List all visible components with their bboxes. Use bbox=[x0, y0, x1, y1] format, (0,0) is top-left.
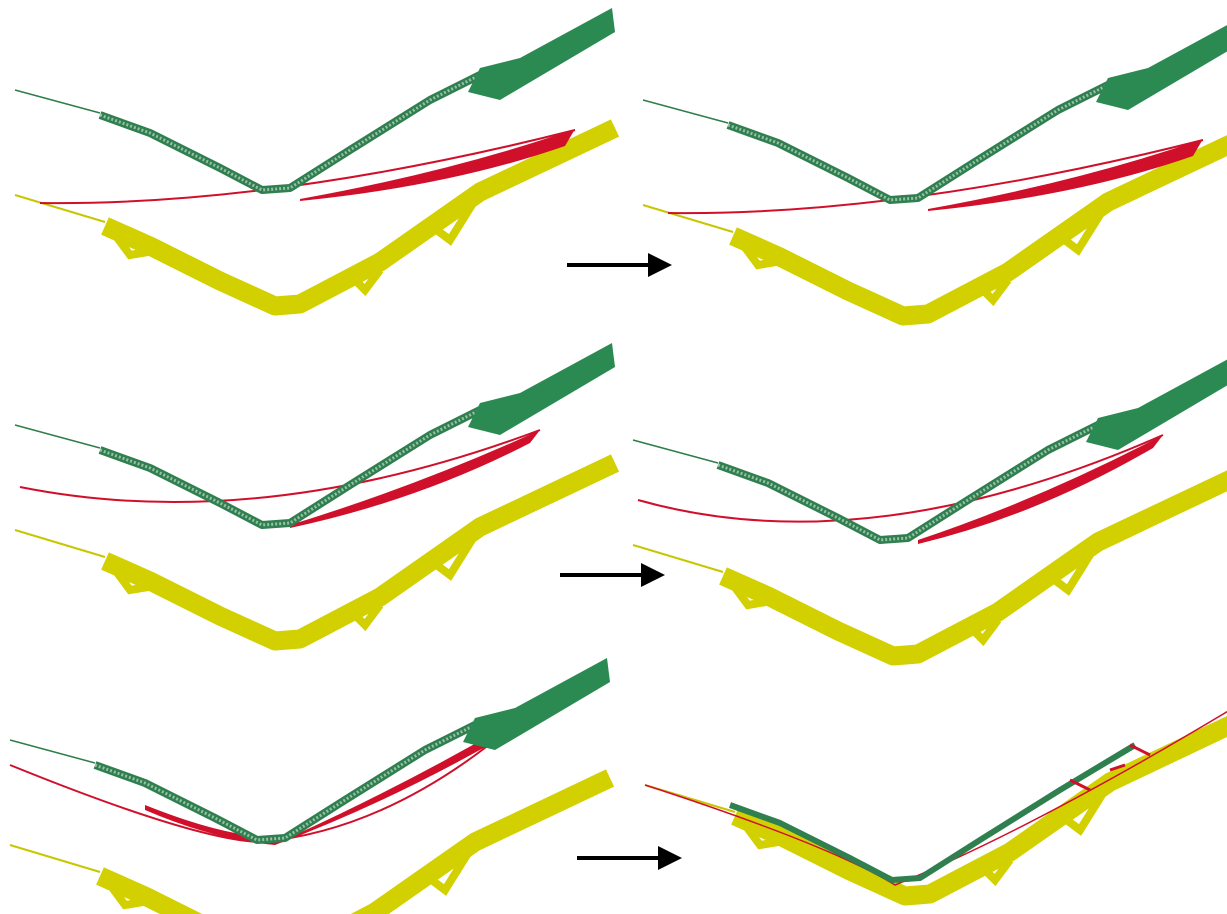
yellow-mesh bbox=[633, 478, 1227, 656]
red-curve bbox=[645, 710, 1227, 885]
panel-bottom-right bbox=[645, 710, 1227, 896]
figure bbox=[0, 0, 1227, 914]
body: (() => { const data = JSON.parse(documen… bbox=[0, 0, 1227, 914]
red-curve bbox=[10, 715, 525, 842]
panel-middle-right bbox=[633, 358, 1227, 656]
panel-middle-left bbox=[15, 343, 615, 641]
yellow-mesh bbox=[15, 463, 615, 641]
panel-top-right bbox=[643, 18, 1227, 316]
page: {} html, body { margin: 0; padding: 0; b… bbox=[0, 0, 1227, 914]
yellow-mesh bbox=[10, 778, 610, 914]
panel-bottom-left bbox=[10, 658, 610, 914]
panel-top-left bbox=[15, 8, 615, 306]
